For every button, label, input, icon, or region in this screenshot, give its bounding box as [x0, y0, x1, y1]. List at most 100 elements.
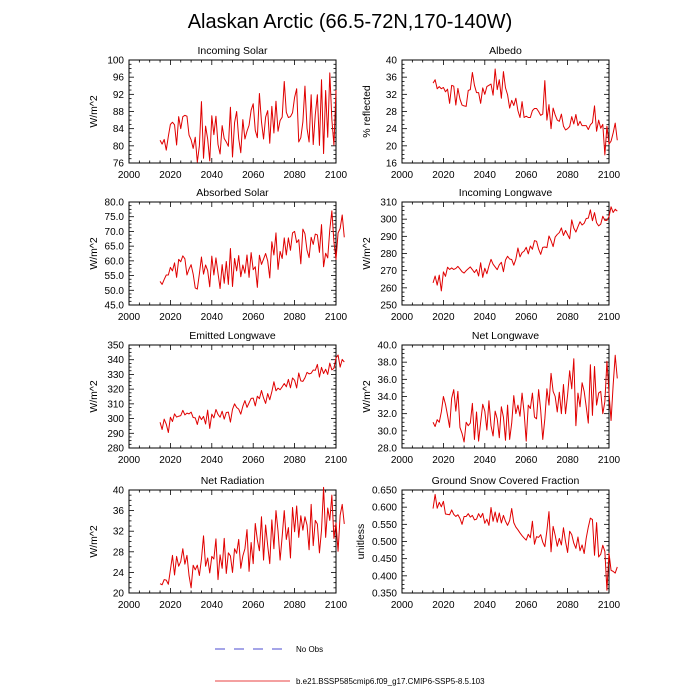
x-tick-label: 2000	[391, 600, 414, 611]
panel-absorbed-solar: Absorbed Solar 2000 2020 2040 2060 2080 2100 45…	[88, 187, 348, 323]
x-tick-label: 2000	[118, 170, 141, 181]
y-tick-label: 100	[107, 56, 124, 67]
y-tick-label: 36	[113, 506, 125, 517]
y-tick-label: 260	[380, 283, 397, 294]
x-tick-label: 2020	[159, 170, 182, 181]
x-tick-label: 2100	[325, 600, 348, 611]
x-tick-label: 2020	[159, 455, 182, 466]
panel-incoming-solar: Incoming Solar 2000 2020 2040 2060 2080 2100 76…	[88, 45, 348, 181]
panel-title: Net Longwave	[472, 330, 539, 342]
x-tick-label: 2060	[515, 600, 538, 611]
plot-frame	[128, 344, 337, 449]
y-tick-label: 290	[380, 232, 397, 243]
panel-net-radiation: Net Radiation 2000 2020 2040 2060 2080 2100 20 2…	[88, 475, 348, 611]
y-tick-label: 0.500	[372, 537, 397, 548]
x-tick-label: 2040	[201, 455, 224, 466]
y-tick-label: 92	[113, 90, 125, 101]
series-line	[432, 493, 618, 591]
x-tick-label: 2100	[598, 455, 621, 466]
x-tick-label: 2020	[159, 312, 182, 323]
y-tick-label: 0.400	[372, 571, 397, 582]
plot-frame	[128, 201, 337, 306]
legend: No Obs b.e21.BSSP585cmip6.f09_g17.CMIP6-…	[215, 645, 485, 686]
y-tick-label: 340	[107, 355, 124, 366]
x-tick-label: 2020	[432, 312, 455, 323]
x-tick-label: 2080	[556, 455, 579, 466]
legend-model-label: b.e21.BSSP585cmip6.f09_g17.CMIP6-SSP5-8.…	[296, 677, 485, 686]
y-tick-label: 28	[386, 107, 398, 118]
x-tick-label: 2080	[283, 600, 306, 611]
plot-frame	[401, 201, 610, 306]
x-tick-label: 2000	[391, 312, 414, 323]
x-tick-label: 2020	[432, 600, 455, 611]
y-tick-label: 0.650	[372, 486, 397, 497]
x-tick-label: 2040	[201, 600, 224, 611]
panel-title: Incoming Solar	[197, 45, 268, 57]
x-tick-label: 2080	[283, 170, 306, 181]
y-tick-label: 36	[386, 73, 398, 84]
x-tick-label: 2080	[283, 455, 306, 466]
y-tick-label: 96	[113, 73, 125, 84]
y-tick-label: 290	[107, 429, 124, 440]
series-line	[432, 206, 618, 292]
panel-emitted-longwave: Emitted Longwave 2000 2020 2040 2060 2080 2100…	[88, 330, 348, 466]
y-tick-label: 20	[386, 141, 398, 152]
legend-no-obs-label: No Obs	[296, 645, 323, 654]
y-tick-label: 28	[113, 547, 125, 558]
y-tick-label: 45.0	[105, 301, 125, 312]
y-tick-label: 300	[107, 414, 124, 425]
series-line	[432, 68, 618, 156]
y-tick-label: 280	[380, 249, 397, 260]
y-tick-label: 80.0	[105, 198, 125, 209]
plot-frame	[401, 59, 610, 164]
panel-title: Incoming Longwave	[459, 187, 553, 199]
y-tick-label: 80	[113, 141, 125, 152]
y-axis-label: W/m^2	[88, 380, 100, 413]
x-tick-label: 2080	[283, 312, 306, 323]
y-tick-label: 55.0	[105, 271, 125, 282]
x-tick-label: 2060	[515, 455, 538, 466]
y-axis-label: W/m^2	[88, 525, 100, 558]
figure-title: Alaskan Arctic (66.5-72N,170-140W)	[188, 11, 513, 33]
x-tick-label: 2060	[242, 600, 265, 611]
x-tick-label: 2040	[474, 312, 497, 323]
x-tick-label: 2020	[159, 600, 182, 611]
y-tick-label: 24	[113, 568, 125, 579]
x-tick-label: 2040	[201, 170, 224, 181]
y-tick-label: 0.600	[372, 503, 397, 514]
x-tick-label: 2080	[556, 600, 579, 611]
series-line	[432, 354, 618, 443]
y-axis-label: W/m^2	[361, 380, 373, 413]
x-tick-label: 2060	[242, 455, 265, 466]
y-tick-label: 30.0	[378, 426, 398, 437]
y-tick-label: 50.0	[105, 286, 125, 297]
x-tick-label: 2100	[598, 312, 621, 323]
x-tick-label: 2100	[325, 455, 348, 466]
panel-ground-snow-covered-fraction: Ground Snow Covered Fraction 2000 2020 2040…	[355, 475, 621, 611]
y-tick-label: 65.0	[105, 242, 125, 253]
x-tick-label: 2100	[325, 312, 348, 323]
y-axis-label: unitless	[355, 524, 367, 560]
x-tick-label: 2080	[556, 170, 579, 181]
y-tick-label: 0.450	[372, 554, 397, 565]
panel-incoming-longwave: Incoming Longwave 2000 2020 2040 2060 2080 210…	[361, 187, 621, 323]
series-line	[159, 210, 345, 290]
y-tick-label: 32.0	[378, 409, 398, 420]
panel-title: Ground Snow Covered Fraction	[432, 475, 580, 487]
y-tick-label: 84	[113, 124, 125, 135]
series-line	[159, 354, 345, 434]
x-tick-label: 2040	[474, 170, 497, 181]
x-tick-label: 2060	[242, 312, 265, 323]
plot-frame	[128, 489, 337, 594]
y-tick-label: 270	[380, 266, 397, 277]
x-tick-label: 2100	[598, 600, 621, 611]
y-axis-label: W/m^2	[88, 95, 100, 128]
y-tick-label: 28.0	[378, 444, 398, 455]
x-tick-label: 2040	[201, 312, 224, 323]
y-tick-label: 330	[107, 370, 124, 381]
x-tick-label: 2060	[515, 170, 538, 181]
y-axis-label: % reflected	[361, 85, 373, 138]
panel-albedo: Albedo 2000 2020 2040 2060 2080 2100 16 20 24 28 32…	[361, 45, 621, 181]
